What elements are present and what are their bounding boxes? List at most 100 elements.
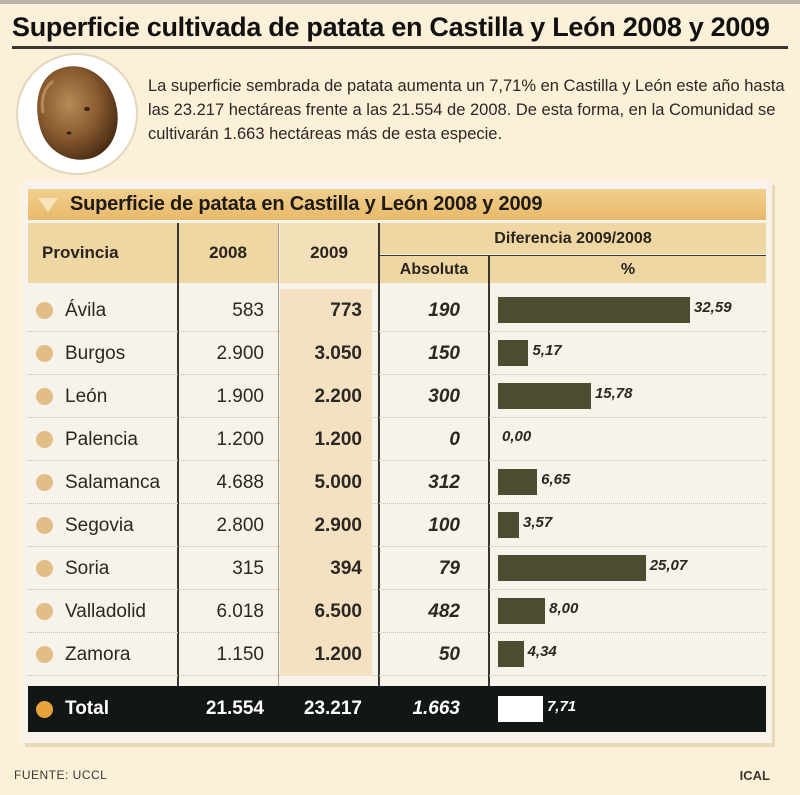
provincia-name: Zamora [65, 643, 131, 665]
triangle-down-icon [38, 197, 58, 212]
provincia-cell: Palencia [28, 418, 178, 461]
pct-bar [498, 598, 546, 624]
header-diferencia: Diferencia 2009/2008 [380, 223, 766, 254]
column-divider [278, 223, 279, 732]
pct-cell: 8,00 [490, 590, 760, 633]
value-absoluta: 100 [428, 514, 460, 536]
circle-bullet-icon [36, 646, 53, 663]
value-absoluta: 50 [438, 643, 460, 665]
pct-cell: 0,00 [490, 418, 760, 461]
provincia-name: Valladolid [65, 600, 146, 622]
value-2008: 6.018 [216, 600, 264, 622]
provincia-cell: León [28, 375, 178, 418]
circle-bullet-icon [36, 388, 53, 405]
table-row: León 1.900 2.200 300 15,78 [28, 375, 766, 418]
pct-bar [498, 469, 538, 495]
provincia-name: León [65, 385, 108, 407]
value-absoluta: 79 [438, 557, 460, 579]
pct-cell: 25,07 [490, 547, 760, 590]
top-rule [0, 0, 800, 4]
header-absoluta: Absoluta [380, 256, 488, 283]
pct-label: 0,00 [502, 428, 532, 445]
table-row: Valladolid 6.018 6.500 482 8,00 [28, 590, 766, 633]
potato-illustration [18, 55, 136, 173]
table-title-bar: Superficie de patata en Castilla y León … [28, 189, 766, 220]
provincia-cell: Soria [28, 547, 178, 590]
intro-paragraph: La superficie sembrada de patata aumenta… [148, 77, 785, 143]
provincia-cell: Salamanca [28, 461, 178, 504]
pct-label: 25,07 [649, 557, 688, 574]
pct-cell: 3,57 [490, 504, 760, 547]
value-2008: 315 [232, 557, 264, 579]
provincia-cell: Burgos [28, 332, 178, 375]
pct-cell: 5,17 [490, 332, 760, 375]
column-divider [177, 223, 179, 732]
value-2009: 3.050 [280, 332, 372, 375]
provincia-name: Palencia [65, 428, 138, 450]
pct-bar [498, 340, 529, 366]
pct-bar [498, 297, 690, 323]
provincia-name: Soria [65, 557, 110, 579]
circle-bullet-icon [36, 560, 53, 577]
circle-bullet-icon [36, 431, 53, 448]
value-2009: 2.200 [280, 375, 372, 418]
pct-label: 4,34 [527, 643, 557, 660]
total-2009: 23.217 [303, 698, 362, 719]
title-rule [12, 46, 788, 49]
table-row: Palencia 1.200 1.200 0 0,00 [28, 418, 766, 461]
provincia-name: Ávila [65, 299, 107, 321]
pct-bar [498, 512, 520, 538]
value-2008: 1.900 [216, 385, 264, 407]
pct-label: 3,57 [523, 514, 553, 531]
value-2008: 4.688 [216, 471, 264, 493]
source-note: FUENTE: UCCL [14, 768, 108, 782]
pct-label: 32,59 [694, 299, 732, 316]
provincia-name: Segovia [65, 514, 134, 536]
total-row: Total 21.554 23.217 1.663 7,71 [28, 686, 766, 732]
pct-label: 8,00 [549, 600, 579, 617]
header-2009: 2009 [280, 223, 378, 283]
circle-bullet-icon [36, 345, 53, 362]
value-2008: 1.200 [216, 428, 264, 450]
table-row: Zamora 1.150 1.200 50 4,34 [28, 633, 766, 676]
pct-cell: 4,34 [490, 633, 760, 676]
value-2008: 583 [232, 299, 264, 321]
header-pct: % [490, 256, 766, 283]
header-provincia: Provincia [28, 223, 178, 283]
brand-logo: ICAL [739, 768, 770, 783]
circle-bullet-icon [36, 700, 53, 718]
page-title: Superficie cultivada de patata en Castil… [12, 12, 770, 42]
value-2009: 1.200 [280, 633, 372, 676]
pct-bar [498, 641, 524, 667]
value-absoluta: 0 [449, 428, 460, 450]
value-2009: 773 [280, 289, 372, 332]
table-row: Burgos 2.900 3.050 150 5,17 [28, 332, 766, 375]
circle-bullet-icon [36, 302, 53, 319]
circle-bullet-icon [36, 603, 53, 620]
table-row: Segovia 2.800 2.900 100 3,57 [28, 504, 766, 547]
total-label: Total [65, 698, 109, 719]
pct-bar [498, 555, 646, 581]
provincia-name: Salamanca [65, 471, 161, 493]
value-absoluta: 190 [428, 299, 460, 321]
pct-cell: 15,78 [490, 375, 760, 418]
table-row: Ávila 583 773 190 32,59 [28, 289, 766, 332]
data-table-panel: Superficie de patata en Castilla y León … [22, 181, 772, 743]
header-2008: 2008 [178, 223, 278, 283]
pct-label: 6,65 [541, 471, 571, 488]
circle-bullet-icon [36, 517, 53, 534]
total-pct-bar [498, 696, 543, 722]
total-pct-label: 7,71 [546, 698, 577, 715]
value-absoluta: 312 [428, 471, 460, 493]
value-absoluta: 150 [428, 342, 460, 364]
total-2008: 21.554 [205, 698, 264, 719]
table-row: Salamanca 4.688 5.000 312 6,65 [28, 461, 766, 504]
value-2008: 1.150 [216, 643, 264, 665]
table-title: Superficie de patata en Castilla y León … [70, 193, 543, 215]
value-2009: 2.900 [280, 504, 372, 547]
table-row: Soria 315 394 79 25,07 [28, 547, 766, 590]
value-2008: 2.800 [216, 514, 264, 536]
pct-cell: 6,65 [490, 461, 760, 504]
value-2008: 2.900 [216, 342, 264, 364]
pct-bar [498, 383, 591, 409]
